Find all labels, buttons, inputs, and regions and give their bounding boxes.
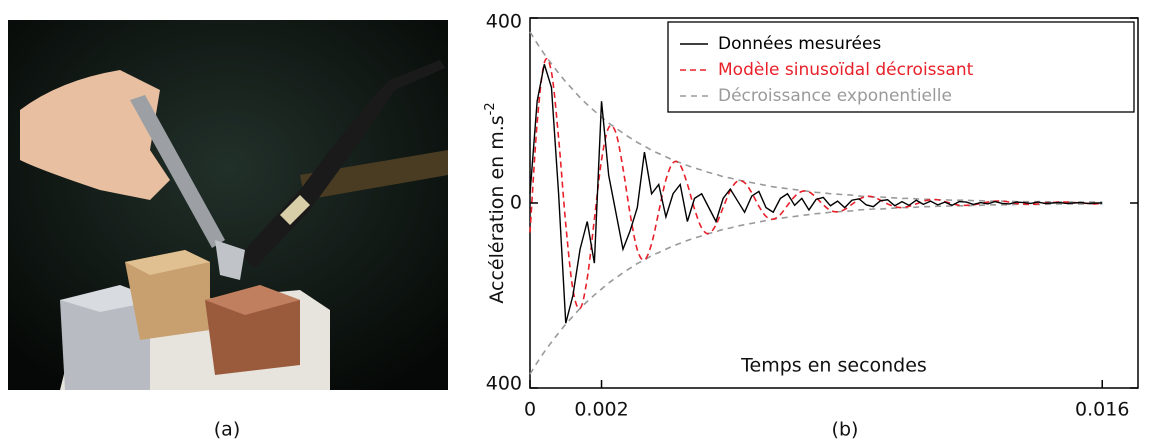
legend-box <box>667 21 1135 113</box>
y-axis-label-exponent: -2 <box>483 102 498 115</box>
y-axis-label-base: Accélération en m.s <box>486 115 508 303</box>
photo <box>8 20 448 390</box>
series-line <box>529 64 1103 324</box>
series-line <box>529 57 1103 310</box>
legend-label: Modèle sinusoïdal décroissant <box>718 60 974 80</box>
series-line <box>529 31 1103 203</box>
x-tick-label: 0 <box>524 399 536 421</box>
panel-label: (b) <box>832 419 859 441</box>
x-tick-label: 0.016 <box>1075 399 1129 421</box>
y-tick-label: 0 <box>510 192 522 214</box>
legend-label: Données mesurées <box>718 34 881 54</box>
y-tick-label: 400 <box>486 11 522 33</box>
panel-label: (a) <box>214 419 240 441</box>
plot-area <box>529 31 1103 375</box>
legend-label: Décroissance exponentielle <box>718 86 952 106</box>
y-axis-label: Accélération en m.s-2 <box>483 102 508 303</box>
series-line <box>529 203 1103 375</box>
x-tick-label: 0.002 <box>574 399 628 421</box>
y-tick-label: 400 <box>486 373 522 395</box>
x-axis-label: Temps en secondes <box>740 355 927 377</box>
